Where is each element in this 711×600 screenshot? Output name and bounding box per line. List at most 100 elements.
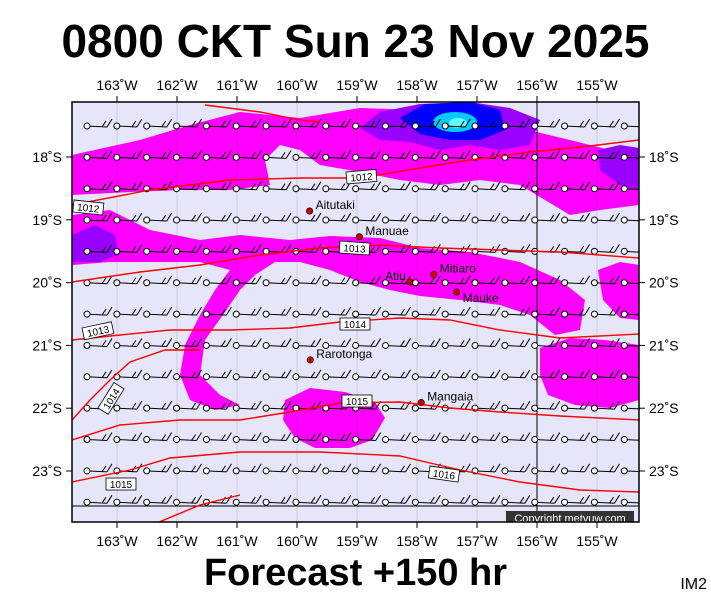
lat-label-right: 18˚S xyxy=(649,149,679,165)
wind-station xyxy=(113,185,121,193)
wind-barb-feather xyxy=(310,496,316,504)
wind-station xyxy=(561,373,569,381)
place-label: Mauke xyxy=(463,291,499,305)
wind-station xyxy=(113,498,121,506)
wind-station xyxy=(262,216,270,224)
wind-barb-feather xyxy=(375,150,382,159)
wind-barb-feather xyxy=(609,434,614,441)
wind-barb-feather xyxy=(340,183,346,190)
wind-barb-feather xyxy=(549,277,555,285)
place-markers: Aitutaki Manuae Mitiaro Atiu Mauke Rarotonga M… xyxy=(306,198,499,407)
wind-station xyxy=(292,436,300,443)
wind-station xyxy=(322,185,330,193)
map-frame xyxy=(71,101,640,523)
wind-barb-feather xyxy=(375,494,382,504)
wind-barb-feather xyxy=(614,432,620,441)
wind-station xyxy=(173,122,181,130)
wind-station xyxy=(441,153,449,161)
lon-label-top: 161˚W xyxy=(216,77,258,93)
wind-barb-feather xyxy=(405,118,411,128)
wind-barb-feather xyxy=(345,275,352,285)
wind-station xyxy=(352,310,360,318)
wind-station xyxy=(501,498,509,506)
wind-station xyxy=(441,279,449,287)
wind-barb-feather xyxy=(285,494,292,504)
wind-station xyxy=(441,436,449,443)
wind-barb-feather xyxy=(136,181,143,190)
wind-station xyxy=(232,247,240,255)
wind-barb-feather xyxy=(340,277,346,285)
wind-station xyxy=(441,247,449,255)
wind-barb-feather xyxy=(370,308,376,316)
wind-station xyxy=(411,404,419,412)
wind-barb-feather xyxy=(524,338,531,347)
wind-barb-feather xyxy=(370,120,376,128)
wind-barb-feather xyxy=(280,371,286,379)
wind-station xyxy=(501,122,509,130)
wind-barb-feather xyxy=(345,432,352,441)
wind-barb-feather xyxy=(519,246,525,253)
wind-station xyxy=(590,310,598,318)
wind-station xyxy=(411,373,419,381)
wind-barb-feather xyxy=(614,212,620,222)
wind-station xyxy=(501,373,509,381)
wind-barb-feather xyxy=(131,434,137,441)
wind-barb-feather xyxy=(400,246,405,253)
wind-barb-feather xyxy=(310,277,316,285)
wind-station xyxy=(620,310,628,318)
wind-barb-feather xyxy=(191,434,196,441)
wind-station xyxy=(262,436,270,443)
wind-barb-feather xyxy=(345,338,352,347)
lon-label-top: 159˚W xyxy=(336,77,378,93)
wind-barb-feather xyxy=(131,183,137,190)
wind-barb-feather xyxy=(101,120,107,128)
wind-station xyxy=(173,153,181,161)
wind-station xyxy=(471,279,479,287)
wind-station xyxy=(352,216,360,224)
wind-station xyxy=(143,310,151,318)
wind-station xyxy=(143,122,151,130)
wind-barb-feather xyxy=(459,152,465,159)
wind-barb-feather xyxy=(101,308,107,316)
wind-barb-feather xyxy=(429,277,435,285)
wind-barb-feather xyxy=(375,338,382,347)
wind-barb-feather xyxy=(494,212,501,222)
wind-barb-feather xyxy=(494,181,501,190)
wind-barb-feather xyxy=(345,369,352,379)
lat-label-left: 23˚S xyxy=(32,463,62,479)
wind-station xyxy=(292,185,300,193)
wind-barb-feather xyxy=(225,463,232,473)
wind-barb-feather xyxy=(609,465,614,473)
wind-barb-feather xyxy=(489,183,495,190)
wind-station xyxy=(202,122,210,130)
wind-barb-feather xyxy=(310,152,316,159)
wind-station xyxy=(531,279,539,287)
wind-barb-feather xyxy=(136,369,143,379)
wind-station xyxy=(411,310,419,318)
wind-barb-feather xyxy=(549,465,555,473)
wind-barb-feather xyxy=(614,400,620,410)
wind-station xyxy=(202,436,210,443)
wind-barb-feather xyxy=(459,434,465,441)
wind-barb-feather xyxy=(315,181,322,190)
wind-barb-feather xyxy=(340,340,346,347)
wind-barb-feather xyxy=(106,275,113,285)
wind-barbs xyxy=(83,118,649,506)
wind-barb-feather xyxy=(644,495,649,503)
wind-barb-feather xyxy=(579,371,585,379)
wind-station xyxy=(590,279,598,287)
wind-barb-feather xyxy=(614,150,620,159)
wind-barb-feather xyxy=(220,277,226,285)
wind-station xyxy=(501,341,509,349)
wind-station xyxy=(143,498,151,506)
wind-station xyxy=(471,122,479,130)
lat-label-right: 23˚S xyxy=(649,463,679,479)
lat-label-left: 19˚S xyxy=(32,212,62,228)
wind-barb-feather xyxy=(405,369,411,379)
wind-station xyxy=(262,467,270,475)
isobar-label: 1012 xyxy=(76,202,100,215)
wind-barb-feather xyxy=(166,306,173,316)
wind-barb-feather xyxy=(549,340,555,347)
wind-barb-feather xyxy=(255,369,262,379)
wind-barb-feather xyxy=(524,212,531,222)
